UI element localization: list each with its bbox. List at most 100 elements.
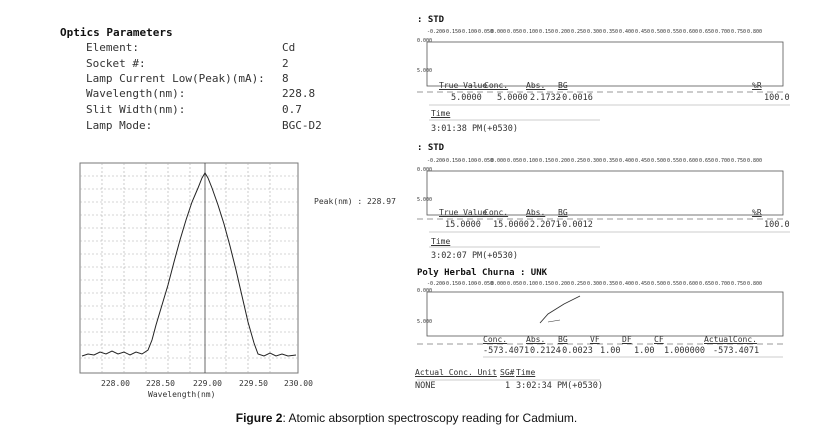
sample-tick-10: 0.300: [587, 281, 603, 287]
sample-ticks: -0.200 -0.150 -0.100 -0.050 0.000 0.050 …: [427, 281, 767, 289]
sample-cf: 1.000000: [664, 346, 705, 356]
reading-1-bg: -0.0016: [557, 93, 593, 103]
reading-2-tick-20: 0.800: [747, 158, 763, 164]
reading-1-true-value: 5.0000: [451, 93, 482, 103]
reading-1-hdr-rsd: %R: [752, 81, 762, 90]
sample-scale-box: [426, 291, 784, 337]
reading-1-tick-19: 0.750: [731, 29, 747, 35]
reading-1-scale-box: [426, 41, 784, 87]
reading-1-tick-9: 0.250: [571, 29, 587, 35]
reading-2-tick-11: 0.350: [603, 158, 619, 164]
reading-2-hdr-conc: Conc.: [484, 208, 509, 217]
sample-tick-7: 0.150: [539, 281, 555, 287]
sample-trace: [539, 295, 581, 324]
sample-tick-14: 0.500: [651, 281, 667, 287]
reading-1-tick-18: 0.700: [715, 29, 731, 35]
sample-df: 1.00: [634, 346, 655, 356]
param-element-label: Element:: [86, 41, 139, 54]
sample-tick-9: 0.250: [571, 281, 587, 287]
reading-1-tick-13: 0.450: [635, 29, 651, 35]
peak-curve: [81, 172, 297, 357]
peak-value-label: Peak(nm) : 228.97: [314, 197, 396, 206]
sample-tick-12: 0.400: [619, 281, 635, 287]
param-wavelength-label: Wavelength(nm):: [86, 87, 186, 100]
param-lamp-current-value: 8: [282, 72, 289, 85]
param-wavelength-value: 228.8: [282, 87, 316, 100]
sample-tick-4: 0.000: [491, 281, 507, 287]
reading-2-tick-14: 0.500: [651, 158, 667, 164]
reading-1-tick-2: -0.100: [459, 29, 478, 35]
sample-abs: 0.2124: [530, 346, 561, 356]
reading-1-tick-1: -0.150: [443, 29, 462, 35]
sample-sg: 1: [505, 381, 511, 391]
sample-tick-1: -0.150: [443, 281, 462, 287]
reading-2-ticks: -0.200 -0.150 -0.100 -0.050 0.000 0.050 …: [427, 158, 767, 166]
reading-1-time-label: Time: [431, 109, 451, 118]
sample-hdr-time: Time: [516, 368, 536, 377]
reading-2-scale-box: [426, 170, 784, 216]
sample-hdr-conc: Conc.: [483, 335, 508, 344]
param-slit-width-label: Slit Width(nm):: [86, 103, 186, 116]
figure-caption-text: : Atomic absorption spectroscopy reading…: [282, 411, 578, 425]
reading-2-abs: 2.2071: [530, 220, 561, 230]
reading-1-tick-5: 0.050: [507, 29, 523, 35]
sample-unit: NONE: [415, 381, 436, 391]
sample-tick-17: 0.650: [699, 281, 715, 287]
sample-tick-16: 0.600: [683, 281, 699, 287]
sample-tick-2: -0.100: [459, 281, 478, 287]
reading-2-time: 3:02:07 PM(+0530): [431, 251, 518, 261]
reading-1-tick-14: 0.500: [651, 29, 667, 35]
sample-hdr-vf: VF: [590, 335, 600, 344]
peak-xtick-3: 229.50: [239, 379, 268, 388]
reading-2-tick-4: 0.000: [491, 158, 507, 164]
reading-1-tick-8: 0.200: [555, 29, 571, 35]
sample-bg: -0.0023: [557, 346, 593, 356]
sample-hdr-unit: Actual Conc. Unit: [415, 368, 497, 377]
reading-2-tick-18: 0.700: [715, 158, 731, 164]
reading-2-tick-12: 0.400: [619, 158, 635, 164]
reading-1-tick-12: 0.400: [619, 29, 635, 35]
reading-2-tick-19: 0.750: [731, 158, 747, 164]
reading-1-tick-4: 0.000: [491, 29, 507, 35]
reading-1-ticks: -0.200 -0.150 -0.100 -0.050 0.000 0.050 …: [427, 29, 767, 37]
reading-2-tick-16: 0.600: [683, 158, 699, 164]
reading-1-hdr-bg: BG: [558, 81, 568, 90]
sample-tick-6: 0.100: [523, 281, 539, 287]
reading-2-tick-10: 0.300: [587, 158, 603, 164]
sample-actual-conc: -573.4071: [713, 346, 760, 356]
solid-separators: [417, 104, 790, 381]
reading-1-tick-11: 0.350: [603, 29, 619, 35]
reading-1-hdr-conc: Conc.: [484, 81, 509, 90]
param-socket-value: 2: [282, 57, 289, 70]
reading-1-conc: 5.0000: [497, 93, 528, 103]
reading-1-tick-0: -0.200: [427, 29, 446, 35]
reading-1-tick-15: 0.550: [667, 29, 683, 35]
sample-ybottom: 5.000: [417, 319, 433, 325]
reading-2-tick-6: 0.100: [523, 158, 539, 164]
reading-2-ybottom: 5.000: [417, 197, 433, 203]
sample-hdr-abs: Abs.: [526, 335, 546, 344]
reading-2-tick-0: -0.200: [427, 158, 446, 164]
reading-2-tick-17: 0.650: [699, 158, 715, 164]
sample-tick-19: 0.750: [731, 281, 747, 287]
reading-2-rsd: 100.0: [764, 220, 790, 230]
optics-title: Optics Parameters: [60, 26, 173, 39]
reading-2-tick-7: 0.150: [539, 158, 555, 164]
figure-caption-label: Figure 2: [235, 411, 283, 425]
reading-1-tick-7: 0.150: [539, 29, 555, 35]
reading-2-tick-13: 0.450: [635, 158, 651, 164]
sample-tick-18: 0.700: [715, 281, 731, 287]
sample-hdr-cf: CF: [654, 335, 664, 344]
param-element-value: Cd: [282, 41, 296, 54]
sample-tick-0: -0.200: [427, 281, 446, 287]
sample-time: 3:02:34 PM(+0530): [516, 381, 603, 391]
reading-1-tick-3: -0.050: [475, 29, 494, 35]
reading-1-abs: 2.1732: [530, 93, 561, 103]
reading-2-tick-9: 0.250: [571, 158, 587, 164]
sample-tick-11: 0.350: [603, 281, 619, 287]
reading-1-tick-16: 0.600: [683, 29, 699, 35]
reading-2-hdr-true-value: True Value: [439, 208, 488, 217]
reading-1-ybottom: 5.000: [417, 68, 433, 74]
